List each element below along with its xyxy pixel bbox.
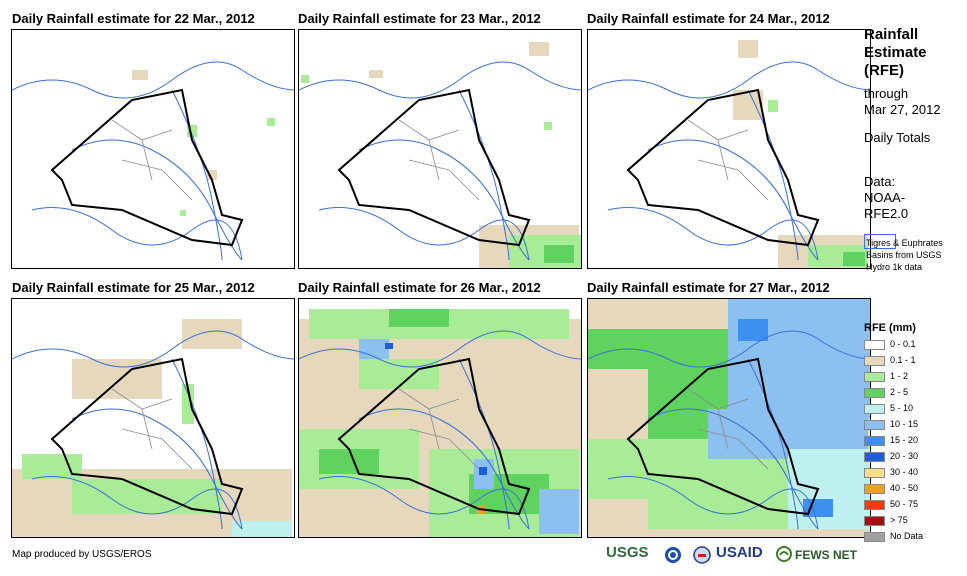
fewsnet-logo: FEWS NET [795,548,857,562]
legend-swatch [864,388,885,398]
legend-swatch [864,484,885,494]
province-boundaries [111,119,193,201]
river-line [458,89,510,261]
legend-label: 40 - 50 [890,483,919,493]
river-line [12,330,294,368]
country-border [626,357,820,516]
river-line [171,358,223,530]
panel-title-6: Daily Rainfall estimate for 27 Mar., 201… [587,280,830,295]
legend-label: 10 - 15 [890,419,919,429]
river-line [31,207,243,261]
basin-swatch [864,234,896,249]
legend-swatch [864,404,885,414]
panel-title-4: Daily Rainfall estimate for 25 Mar., 201… [12,280,255,295]
noaa-icon [664,546,682,569]
rfe-legend-title: RFE (mm) [864,322,916,334]
province-boundaries [111,388,193,470]
rainfall-map-27-mar [587,298,871,538]
river-line [458,358,510,530]
river-line [171,89,223,261]
rainfall-map-26-mar [298,298,582,538]
legend-swatch [864,420,885,430]
through-date: Mar 27, 2012 [864,102,941,117]
legend-swatch [864,468,885,478]
fewsnet-icon [776,546,792,567]
credit-text: Map produced by USGS/EROS [12,549,152,560]
panel-title-3: Daily Rainfall estimate for 24 Mar., 201… [587,11,830,26]
legend-label: > 75 [890,515,908,525]
river-line [318,476,530,530]
legend-label: 50 - 75 [890,499,919,509]
legend-label: 0 - 0.1 [890,339,916,349]
legend-label: No Data [890,531,924,541]
legend-label: 20 - 30 [890,451,919,461]
rainfall-map-22-mar [11,29,295,269]
legend-swatch [864,452,885,462]
river-line [747,89,799,261]
province-boundaries [687,119,769,201]
river-line [588,330,870,368]
through-label: through Mar 27, 2012 [864,86,941,118]
river-line [358,139,530,261]
country-border [50,88,244,247]
country-border [626,88,820,247]
usaid-logo: USAID [716,544,763,561]
river-line [607,476,819,530]
legend-swatch [864,516,885,526]
legend-label: 2 - 5 [890,387,909,397]
river-line [318,207,530,261]
legend-swatch [864,356,885,366]
legend-label: 1 - 2 [890,371,909,381]
province-boundaries [687,388,769,470]
usgs-logo: USGS [606,544,649,561]
legend-title: Rainfall Estimate (RFE) [864,26,927,79]
legend-swatch [864,532,885,542]
country-border [337,88,531,247]
panel-title-2: Daily Rainfall estimate for 23 Mar., 201… [298,11,541,26]
river-line [71,408,243,530]
river-line [358,408,530,530]
basin-note: Tigres & Euphrates Basins from USGS Hydr… [866,238,943,272]
river-line [31,476,243,530]
legend-swatch [864,500,885,510]
panel-title-5: Daily Rainfall estimate for 26 Mar., 201… [298,280,541,295]
river-line [299,330,581,368]
usaid-seal-icon [693,546,711,569]
country-border [337,357,531,516]
legend-swatch [864,340,885,350]
rainfall-map-25-mar [11,298,295,538]
river-line [299,61,581,99]
legend-label: 15 - 20 [890,435,919,445]
river-line [588,61,870,99]
province-boundaries [398,388,480,470]
river-line [647,139,819,261]
river-line [747,358,799,530]
daily-totals-label: Daily Totals [864,130,931,145]
river-line [12,61,294,99]
river-line [607,207,819,261]
river-line [71,139,243,261]
river-line [647,408,819,530]
legend-label: 30 - 40 [890,467,919,477]
legend-swatch [864,372,885,382]
legend-label: 5 - 10 [890,403,914,413]
rainfall-map-24-mar [587,29,871,269]
country-border [50,357,244,516]
through-text: through [864,86,909,101]
panel-title-1: Daily Rainfall estimate for 22 Mar., 201… [12,11,255,26]
province-boundaries [398,119,480,201]
rainfall-map-23-mar [298,29,582,269]
legend-label: 0.1 - 1 [890,355,916,365]
legend-swatch [864,436,885,446]
data-source-label: Data: NOAA-RFE2.0 [864,174,909,221]
